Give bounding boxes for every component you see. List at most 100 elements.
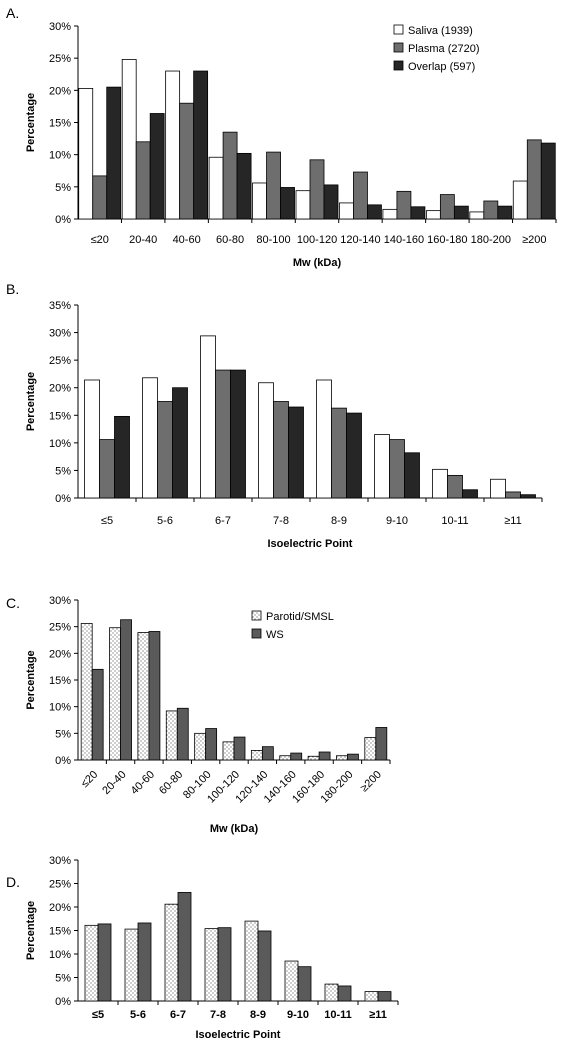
bar-series-1-cat-8	[364, 991, 379, 1002]
y-tick-label: 25%	[49, 622, 71, 634]
bar-series-2-cat-8	[396, 190, 412, 220]
y-tick-label: 0%	[55, 996, 71, 1008]
chart-panel-d: D. 0% 5% 10% 15% 20% 25% 30% ≤5 5-6 6-7 7-8 8-9 9-10 1…	[6, 855, 399, 1041]
bar-series-2-cat-10	[347, 753, 359, 761]
bar-series-2-cat-8	[505, 491, 521, 499]
bar-series-1-cat-8	[490, 478, 506, 499]
bar-series-1-cat-7	[324, 983, 339, 1002]
panel-letter: D.	[6, 874, 20, 890]
y-tick-label: 20%	[49, 902, 71, 914]
y-tick-label: 0%	[55, 755, 71, 767]
y-tick-label: 15%	[49, 410, 71, 422]
bar-series-3-cat-2	[172, 387, 188, 499]
bar-series-1-cat-8	[382, 208, 398, 220]
bar-series-2-cat-9	[439, 194, 455, 220]
y-axis-title: Percentage	[25, 372, 37, 431]
bar-series-1-cat-4	[165, 710, 178, 761]
legend-swatch	[251, 628, 262, 639]
bar-series-1-cat-10	[469, 211, 485, 220]
x-tick-label: 20-40	[100, 769, 128, 797]
x-axis-title: Mw (kDa)	[293, 257, 342, 269]
bar-series-1-cat-1	[84, 379, 100, 499]
y-tick-label: 5%	[55, 728, 71, 740]
bar-series-2-cat-3	[215, 369, 231, 499]
bar-series-1-cat-9	[307, 755, 320, 761]
bar-series-2-cat-10	[483, 200, 499, 220]
bar-series-2-cat-6	[389, 439, 405, 499]
y-tick-label: 20%	[49, 383, 71, 395]
bar-series-1-cat-5	[194, 732, 207, 761]
bar-series-1-cat-1	[78, 88, 94, 220]
bar-series-2-cat-3	[179, 102, 195, 220]
bar-series-1-cat-6	[374, 434, 390, 499]
chart-panel-c: C.0%5%10%15%20%25%30%≤20 20-40 40-60 60-808…	[6, 595, 391, 835]
legend-swatch	[393, 60, 404, 71]
bar-series-2-cat-11	[526, 139, 542, 220]
bar-series-3-cat-5	[346, 412, 362, 499]
x-tick-label: ≥11	[504, 515, 521, 527]
x-tick-label: 8-9	[250, 1009, 266, 1021]
bar-series-1-cat-3	[165, 70, 181, 220]
y-tick-label: 25%	[49, 53, 71, 65]
bar-series-2-cat-5	[266, 151, 281, 220]
bar-series-3-cat-4	[236, 152, 252, 220]
y-tick-label: 5%	[55, 182, 71, 194]
bar-series-1-cat-2	[121, 59, 137, 220]
y-tick-label: 30%	[49, 21, 71, 33]
x-axis-title: Isoelectric Point	[268, 538, 353, 550]
x-tick-label: 60-80	[216, 234, 244, 246]
bar-series-2-cat-2	[137, 922, 152, 1002]
bar-series-1-cat-4	[208, 156, 224, 220]
legend-swatch	[393, 42, 404, 53]
bar-series-2-cat-4	[273, 401, 289, 499]
bar-series-1-cat-6	[295, 190, 311, 220]
x-tick-label: ≥200	[358, 769, 384, 795]
y-tick-label: 15%	[49, 118, 71, 130]
x-tick-label: 100-120	[297, 234, 337, 246]
bar-series-1-cat-9	[425, 210, 441, 220]
y-tick-label: 10%	[49, 150, 71, 162]
bar-series-3-cat-8	[520, 494, 536, 499]
bar-series-3-cat-2	[149, 113, 165, 220]
bar-series-3-cat-4	[288, 406, 304, 499]
bar-series-2-cat-2	[135, 141, 151, 220]
bar-series-2-cat-8	[377, 991, 392, 1002]
x-tick-label: 5-6	[157, 515, 173, 527]
bar-series-2-cat-9	[318, 751, 331, 761]
panel-letter: C.	[6, 595, 20, 611]
y-axis-title: Percentage	[25, 901, 37, 960]
bar-series-1-cat-6	[222, 741, 235, 761]
bar-series-2-cat-7	[261, 746, 274, 761]
bar-series-2-cat-7	[353, 171, 368, 220]
bar-series-3-cat-11	[540, 142, 556, 220]
chart-panel-b: B. 0% 5% 10% 15% 20% 25% 30% 35% ≤5 5-6 6-7 7-8 8-9 9-…	[6, 281, 543, 550]
x-tick-label: 10-11	[441, 515, 468, 527]
x-tick-label: 40-60	[173, 234, 201, 246]
bar-series-2-cat-4	[222, 131, 238, 220]
bar-series-2-cat-1	[91, 668, 104, 761]
y-tick-label: 5%	[55, 465, 71, 477]
bar-series-3-cat-10	[497, 205, 513, 220]
bar-series-1-cat-3	[200, 335, 216, 499]
bar-series-2-cat-4	[217, 927, 232, 1002]
y-tick-label: 25%	[49, 355, 71, 367]
bar-series-2-cat-8	[290, 752, 303, 761]
bar-series-1-cat-11	[364, 737, 377, 761]
y-axis-title: Percentage	[25, 650, 37, 709]
x-tick-label: 6-7	[170, 1009, 186, 1021]
panel-letter: B.	[6, 281, 19, 297]
bar-series-3-cat-6	[323, 184, 339, 220]
x-tick-label: ≤5	[101, 515, 113, 527]
x-axis-title: Isoelectric Point	[196, 1029, 281, 1041]
bar-series-2-cat-2	[157, 401, 173, 499]
bar-series-2-cat-7	[447, 474, 463, 499]
x-tick-label: 7-8	[210, 1009, 226, 1021]
bar-series-2-cat-6	[233, 736, 246, 761]
x-tick-label: 140-160	[384, 234, 424, 246]
bar-series-1-cat-7	[250, 750, 263, 761]
bar-series-1-cat-6	[284, 960, 299, 1002]
x-tick-label: 7-8	[273, 515, 289, 527]
bar-series-3-cat-3	[193, 70, 209, 220]
x-tick-label: 5-6	[130, 1009, 146, 1021]
x-tick-label: 40-60	[129, 769, 157, 797]
